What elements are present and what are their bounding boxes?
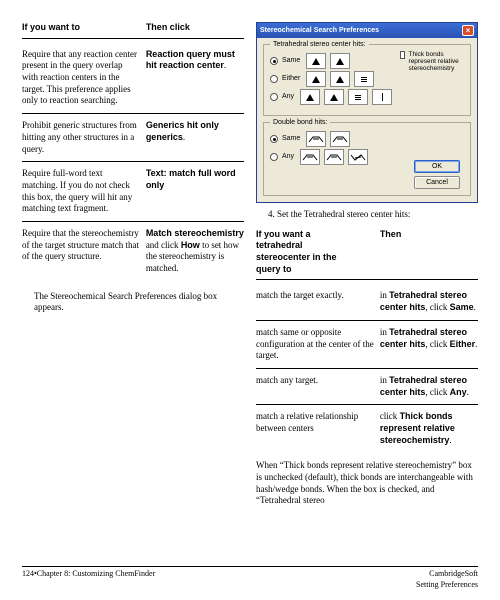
dbond-icon-3 [300, 149, 320, 165]
radio-same-row[interactable]: Same [270, 53, 394, 69]
right-row-1: match the target exactly. in Tetrahedral… [256, 284, 478, 320]
left-row1-c2: Reaction query must hit reaction center. [146, 49, 244, 107]
doublebond-groupbox-title: Double bond hits: [270, 118, 330, 127]
left-row-2: Prohibit generic structures from hitting… [22, 114, 244, 162]
radio-either-row[interactable]: Either [270, 71, 394, 87]
tetra-icon-same-1 [306, 53, 326, 69]
tetrahedral-groupbox-title: Tetrahedral stereo center hits: [270, 40, 369, 49]
left-row2-c2: Generics hit only generics. [146, 120, 244, 155]
radio-any-label: Any [282, 92, 294, 101]
dbond-icon-5 [348, 149, 368, 165]
left-table-header: If you want to Then click [22, 22, 244, 39]
cancel-button[interactable]: Cancel [414, 176, 460, 189]
dbond-radio-same[interactable] [270, 135, 278, 143]
page-footer: 124•Chapter 8: Customizing ChemFinder Ca… [22, 566, 478, 590]
tetra-icon-either-2 [330, 71, 350, 87]
dbond-any-label: Any [282, 152, 294, 161]
footer-left: 124•Chapter 8: Customizing ChemFinder [22, 569, 155, 590]
thick-bonds-label: Thick bonds represent relative stereoche… [409, 51, 464, 72]
dialog-titlebar[interactable]: Stereochemical Search Preferences × [257, 23, 477, 38]
left-row4-c1: Require that the stereochemistry of the … [22, 228, 146, 275]
close-icon[interactable]: × [462, 25, 474, 36]
right-header-c1: If you want a tetrahedral stereocenter i… [256, 229, 380, 276]
radio-any[interactable] [270, 93, 278, 101]
tetrahedral-groupbox: Tetrahedral stereo center hits: Same [263, 44, 471, 116]
tetra-icon-same-2 [330, 53, 350, 69]
radio-same-label: Same [282, 56, 300, 65]
thick-bonds-check-row[interactable]: Thick bonds represent relative stereoche… [400, 51, 464, 72]
left-row2-c1: Prohibit generic structures from hitting… [22, 120, 146, 155]
left-row1-c1: Require that any reaction center present… [22, 49, 146, 107]
stereo-preferences-dialog: Stereochemical Search Preferences × Tetr… [256, 22, 478, 203]
dbond-icon-2 [330, 131, 350, 147]
tetra-icon-either-1 [306, 71, 326, 87]
left-row-1: Require that any reaction center present… [22, 43, 244, 114]
right-header-c2: Then [380, 229, 478, 276]
radio-same[interactable] [270, 57, 278, 65]
left-header-c2: Then click [146, 22, 244, 34]
left-row4-c2: Match stereochemistry and click How to s… [146, 228, 244, 275]
right-after-text: When “Thick bonds represent relative ste… [256, 460, 478, 507]
tetra-icon-any-2 [324, 89, 344, 105]
left-after-text: The Stereochemical Search Preferences di… [34, 291, 244, 314]
radio-either[interactable] [270, 75, 278, 83]
right-column: Stereochemical Search Preferences × Tetr… [256, 22, 478, 552]
doublebond-groupbox: Double bond hits: Same Any [263, 122, 471, 196]
dbond-icon-1 [306, 131, 326, 147]
left-row3-c1: Require full-word text matching. If you … [22, 168, 146, 215]
left-header-c1: If you want to [22, 22, 146, 34]
tetra-icon-either-3 [354, 71, 374, 87]
step-4-text: 4. Set the Tetrahedral stereo center hit… [268, 209, 478, 221]
thick-bonds-checkbox[interactable] [400, 51, 404, 59]
dbond-radio-any[interactable] [270, 153, 278, 161]
right-row-3: match any target. in Tetrahedral stereo … [256, 369, 478, 405]
dbond-same-row[interactable]: Same [270, 131, 464, 147]
footer-right: CambridgeSoft Setting Preferences [416, 569, 478, 590]
right-table-header: If you want a tetrahedral stereocenter i… [256, 229, 478, 281]
left-row3-c2: Text: match full word only [146, 168, 244, 215]
tetra-icon-any-3 [348, 89, 368, 105]
radio-either-label: Either [282, 74, 300, 83]
radio-any-row[interactable]: Any [270, 89, 394, 105]
right-row-2: match same or opposite configuration at … [256, 321, 478, 369]
dbond-icon-4 [324, 149, 344, 165]
tetra-icon-any-1 [300, 89, 320, 105]
dbond-same-label: Same [282, 134, 300, 143]
ok-button[interactable]: OK [414, 160, 460, 173]
left-column: If you want to Then click Require that a… [22, 22, 244, 552]
dialog-title: Stereochemical Search Preferences [260, 26, 379, 35]
left-row-3: Require full-word text matching. If you … [22, 162, 244, 222]
tetra-icon-any-4 [372, 89, 392, 105]
left-row-4: Require that the stereochemistry of the … [22, 222, 244, 281]
right-row-4: match a relative relationship between ce… [256, 405, 478, 452]
